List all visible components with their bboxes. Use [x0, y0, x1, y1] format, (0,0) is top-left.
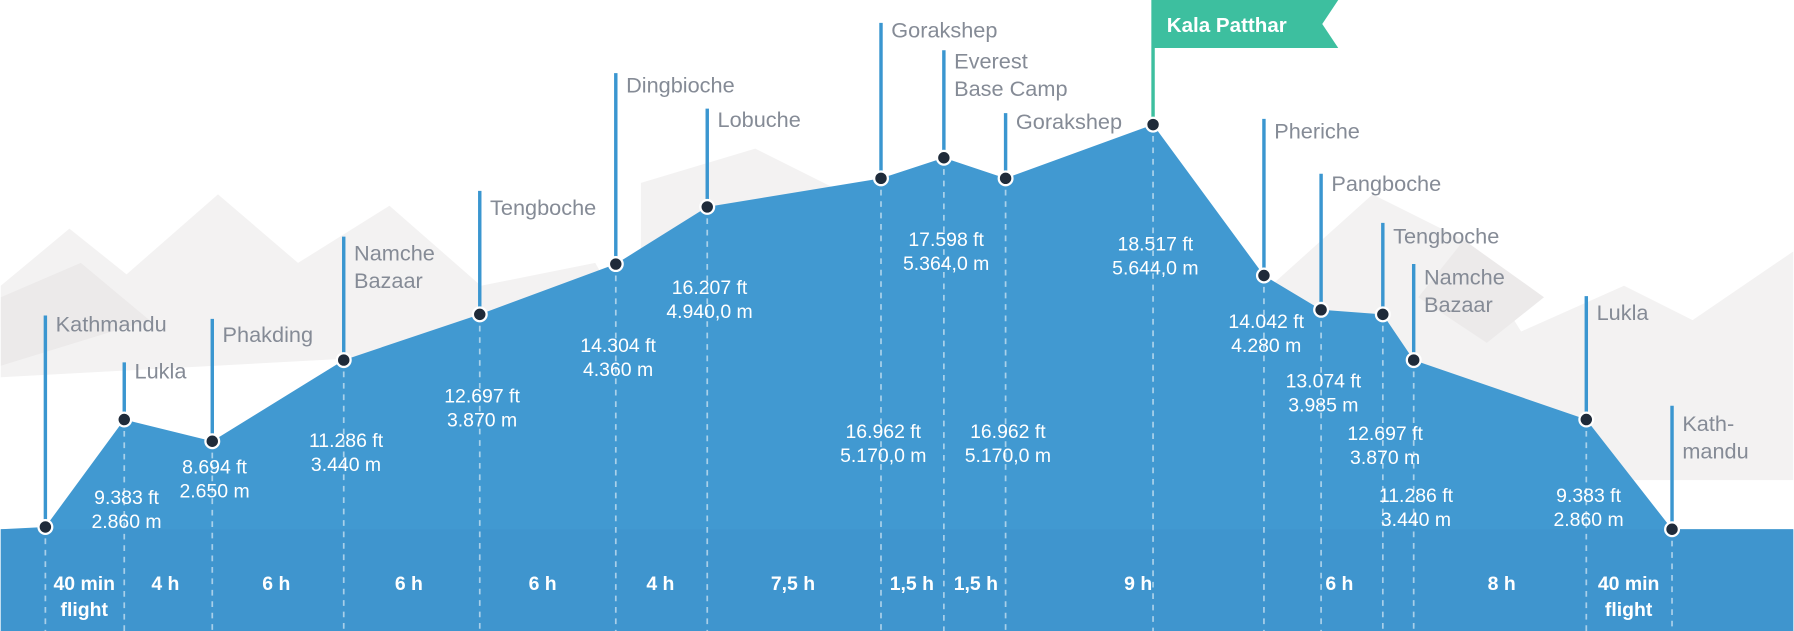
duration-label: 4 h: [151, 573, 179, 595]
stop-dot: [935, 149, 952, 166]
elevation-label: 5.364,0 m: [903, 253, 989, 275]
elevation-label: 16.962 ft: [845, 421, 921, 443]
elevation-label: 8.694 ft: [182, 456, 247, 478]
stop-dot: [1145, 116, 1162, 133]
stop-name: Gorakshep: [1016, 109, 1122, 134]
stop-dot: [1405, 352, 1422, 369]
stop-name: Lukla: [135, 358, 188, 383]
elevation-label: 9.383 ft: [94, 487, 159, 509]
duration-label: 7,5 h: [771, 573, 815, 595]
duration-label: 6 h: [1325, 573, 1353, 595]
stop-dot: [607, 256, 624, 273]
elevation-label: 3.440 m: [1381, 509, 1451, 531]
elevation-label: 4.940,0 m: [666, 301, 752, 323]
elevation-label: 4.360 m: [583, 359, 653, 381]
stop-name: Dingbioche: [626, 73, 735, 98]
stop-name: Tengboche: [1393, 223, 1499, 248]
stop-name: Kathmandu: [56, 312, 167, 337]
stop-name: Bazaar: [354, 268, 423, 293]
elevation-label: 5.170,0 m: [965, 445, 1051, 467]
stop-name: Namche: [354, 241, 435, 266]
profile: [0, 124, 1794, 631]
elevation-label: 18.517 ft: [1118, 233, 1194, 255]
stop-name: Bazaar: [1424, 292, 1493, 317]
stop-name: Base Camp: [954, 76, 1067, 101]
stop-dot: [1664, 521, 1681, 538]
stop-dot: [116, 411, 133, 428]
duration-label: 9 h: [1124, 573, 1152, 595]
duration-label: 6 h: [395, 573, 423, 595]
stop-dot: [1374, 306, 1391, 323]
flag: [1153, 0, 1339, 49]
elevation-label: 12.697 ft: [1347, 423, 1423, 445]
elevation-label: 12.697 ft: [444, 385, 520, 407]
stop-name: Namche: [1424, 265, 1505, 290]
elevation-label: 14.042 ft: [1228, 311, 1304, 333]
stop-name: Everest: [954, 49, 1028, 74]
duration-label: 1,5 h: [954, 573, 998, 595]
stop-dot: [699, 198, 716, 215]
elevation-label: 3.870 m: [1350, 447, 1420, 469]
elevation-area: [0, 124, 1794, 631]
duration-label: 6 h: [262, 573, 290, 595]
duration-label: 6 h: [529, 573, 557, 595]
elevation-label: 11.286 ft: [309, 430, 384, 452]
elevation-label: 16.962 ft: [970, 421, 1046, 443]
stop-name: Kath-: [1682, 411, 1734, 436]
elevation-label: 17.598 ft: [908, 229, 984, 251]
duration-label: 4 h: [646, 573, 674, 595]
stop-dot: [1578, 411, 1595, 428]
stop-dot: [335, 352, 352, 369]
elevation-label: 2.860 m: [1553, 509, 1623, 531]
stop-name: Gorakshep: [891, 18, 997, 43]
duration-label: 1,5 h: [890, 573, 934, 595]
elevation-label: 11.286 ft: [1379, 485, 1454, 507]
stop-dot: [1313, 301, 1330, 318]
duration-label: flight: [61, 599, 109, 621]
duration-label: flight: [1605, 599, 1653, 621]
elevation-label: 9.383 ft: [1556, 485, 1621, 507]
stop-name: Lobuche: [718, 107, 801, 132]
flag-label: Kala Patthar: [1167, 14, 1287, 37]
stop-dot: [997, 170, 1014, 187]
duration-label: 8 h: [1488, 573, 1516, 595]
duration-label: 40 min: [1598, 573, 1660, 595]
elevation-label: 16.207 ft: [672, 277, 748, 299]
duration-band: [0, 529, 1794, 631]
elevation-label: 5.644,0 m: [1112, 257, 1198, 279]
stop-name: Pangboche: [1331, 171, 1441, 196]
stop-name: Lukla: [1597, 300, 1650, 325]
elevation-label: 3.870 m: [447, 409, 517, 431]
stop-dot: [37, 518, 54, 535]
duration-label: 40 min: [53, 573, 115, 595]
stop-name: Pheriche: [1274, 118, 1360, 143]
elevation-label: 3.440 m: [311, 454, 381, 476]
elevation-label: 2.860 m: [91, 511, 161, 533]
elevation-label: 3.985 m: [1288, 395, 1358, 417]
stop-dot: [204, 433, 221, 450]
elevation-label: 4.280 m: [1231, 335, 1301, 357]
elevation-label: 2.650 m: [179, 480, 249, 502]
elevation-label: 13.074 ft: [1286, 371, 1362, 393]
elevation-label: 14.304 ft: [580, 335, 656, 357]
stop-name: Tengboche: [490, 195, 596, 220]
stop-name: Phakding: [223, 322, 314, 347]
stop-name: mandu: [1682, 438, 1748, 463]
stop-dot: [1255, 267, 1272, 284]
stop-dot: [872, 170, 889, 187]
stop-dot: [471, 306, 488, 323]
elevation-label: 5.170,0 m: [840, 445, 926, 467]
